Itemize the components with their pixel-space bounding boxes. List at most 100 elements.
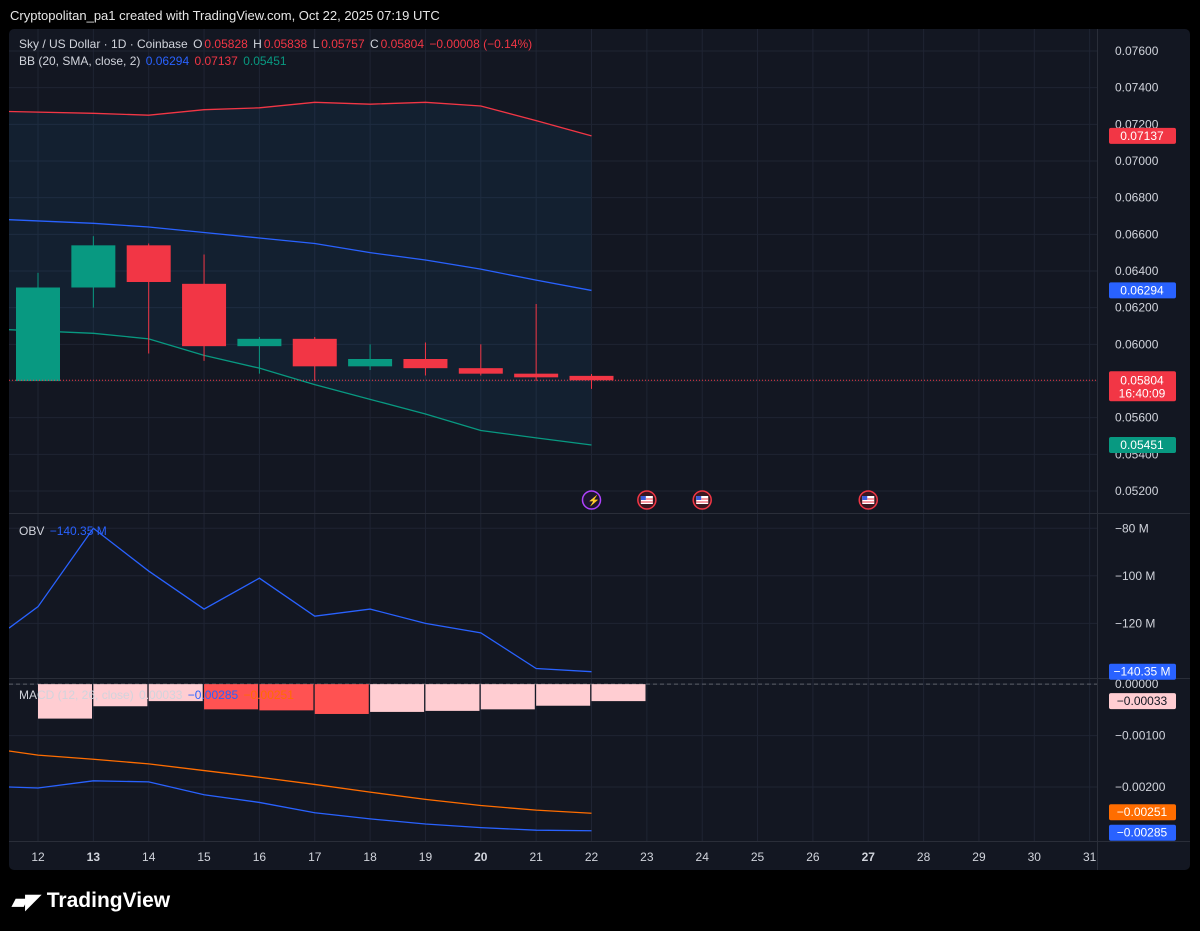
price-legend: Sky / US Dollar · 1D · Coinbase O 0.05828…: [19, 37, 534, 51]
open-value: 0.05828: [204, 37, 248, 51]
date-axis-label: 29: [972, 850, 986, 864]
change-value: −0.00008 (−0.14%): [429, 37, 533, 51]
obv-axis-label: −100 M: [1115, 569, 1155, 583]
tradingview-logo-text: TradingView: [46, 889, 171, 912]
us-flag-icon: [640, 496, 646, 500]
candle-body: [569, 375, 614, 381]
price-axis-label: 0.06400: [1115, 264, 1159, 278]
date-axis-label: 13: [87, 850, 101, 864]
bb-basis-tag: 0.06294: [1120, 283, 1164, 297]
open-label: O: [193, 37, 203, 51]
macd-histogram-bar: [591, 684, 646, 702]
symbol-label: Sky / US Dollar · 1D · Coinbase: [19, 37, 188, 51]
macd-histogram-bar: [314, 684, 369, 714]
macd-signal-value: −0.00251: [243, 688, 294, 702]
chart-svg[interactable]: 0.052000.054000.056000.058000.060000.062…: [9, 29, 1190, 870]
bb-basis-value: 0.06294: [145, 54, 190, 68]
obv-line: [9, 527, 592, 673]
bb-basis-tag-bg: [1109, 282, 1176, 299]
macd-histogram-bar: [259, 684, 314, 711]
bb-upper-value: 0.07137: [194, 54, 238, 68]
candle-body: [16, 287, 60, 381]
macd-hist-tag-bg: [1109, 693, 1176, 710]
obv-value: −140.35 M: [49, 524, 107, 538]
us-flag-icon: [862, 496, 875, 504]
date-axis-label: 21: [529, 850, 543, 864]
bb-lower-tag-bg: [1109, 436, 1176, 453]
current-price-tag: 0.05804: [1120, 373, 1164, 387]
date-axis-label: 25: [751, 850, 765, 864]
candle-body: [71, 245, 116, 288]
bb-lower-line: [9, 329, 592, 446]
date-axis-label: 20: [474, 850, 488, 864]
macd-line-tag: −0.00285: [1117, 826, 1168, 840]
high-label: H: [253, 37, 262, 51]
us-flag-icon: [696, 496, 702, 500]
date-axis-label: 28: [917, 850, 931, 864]
macd-legend: MACD (12, 26, close) 0.00033 −0.00285 −0…: [19, 688, 296, 702]
obv-legend: OBV −140.35 M: [19, 524, 109, 538]
date-axis-label: 17: [308, 850, 322, 864]
macd-histogram-bar: [370, 684, 425, 712]
date-axis-label: 16: [253, 850, 267, 864]
date-axis-label: 18: [363, 850, 377, 864]
date-axis-label: 31: [1083, 850, 1097, 864]
low-label: L: [312, 37, 320, 51]
us-flag-icon: [696, 496, 709, 504]
macd-hist-value: 0.00033: [139, 688, 183, 702]
macd-histogram-bar: [204, 684, 259, 710]
macd-histogram-bar: [148, 684, 203, 702]
date-axis-label: 26: [806, 850, 820, 864]
macd-signal-tag: −0.00251: [1117, 805, 1168, 819]
date-axis-label: 14: [142, 850, 156, 864]
price-axis-label: 0.07400: [1115, 81, 1159, 95]
macd-line-tag-bg: [1109, 824, 1176, 841]
obv-last-tag: −140.35 M: [1113, 665, 1170, 679]
obv-axis-label: −80 M: [1115, 521, 1149, 535]
date-axis-label: 22: [585, 850, 599, 864]
price-axis-label: 0.07000: [1115, 154, 1159, 168]
date-axis-label: 27: [862, 850, 876, 864]
tradingview-logo-icon: ▰◤: [12, 890, 41, 913]
date-axis-label: 23: [640, 850, 654, 864]
tradingview-logo: ▰◤ TradingView: [12, 888, 170, 914]
candle-body: [458, 368, 503, 374]
obv-label: OBV: [19, 524, 45, 538]
obv-last-tag-bg: [1109, 663, 1176, 680]
macd-histogram-bar: [480, 684, 535, 710]
obv-axis-label: −120 M: [1115, 616, 1155, 630]
price-axis-label: 0.05200: [1115, 484, 1159, 498]
lightning-event-icon: ⚡: [588, 494, 600, 507]
current-price-tag-bg: [1109, 371, 1176, 402]
us-flag-icon: [640, 496, 653, 504]
price-axis-label: 0.06000: [1115, 337, 1159, 351]
bb-lower-value: 0.05451: [243, 54, 287, 68]
date-axis-label: 12: [31, 850, 45, 864]
countdown-tag: 16:40:09: [1119, 386, 1166, 400]
macd-histogram-bar: [38, 684, 92, 719]
bb-legend: BB (20, SMA, close, 2) 0.06294 0.07137 0…: [19, 54, 289, 68]
high-value: 0.05838: [263, 37, 308, 51]
candle-body: [292, 338, 337, 367]
price-axis-label: 0.07600: [1115, 44, 1159, 58]
macd-histogram-bar: [93, 684, 148, 707]
bb-label: BB (20, SMA, close, 2): [19, 54, 141, 68]
candle-body: [514, 373, 559, 378]
candle-body: [237, 338, 282, 347]
price-axis-label: 0.06200: [1115, 301, 1159, 315]
close-value: 0.05804: [380, 37, 425, 51]
macd-line: [9, 780, 592, 832]
date-axis-label: 24: [696, 850, 710, 864]
candle-body: [182, 283, 227, 347]
bb-upper-tag: 0.07137: [1120, 129, 1164, 143]
macd-axis-label: −0.00200: [1115, 780, 1166, 794]
low-value: 0.05757: [321, 37, 365, 51]
chart-panel[interactable]: 0.052000.054000.056000.058000.060000.062…: [9, 29, 1190, 870]
macd-histogram-bar: [536, 684, 591, 706]
chart-caption: Cryptopolitan_pa1 created with TradingVi…: [10, 8, 440, 23]
candle-body: [403, 359, 448, 369]
price-axis-label: 0.07200: [1115, 117, 1159, 131]
candle-body: [126, 245, 171, 282]
macd-axis-label: 0.00000: [1115, 677, 1159, 691]
candle-body: [348, 359, 393, 367]
